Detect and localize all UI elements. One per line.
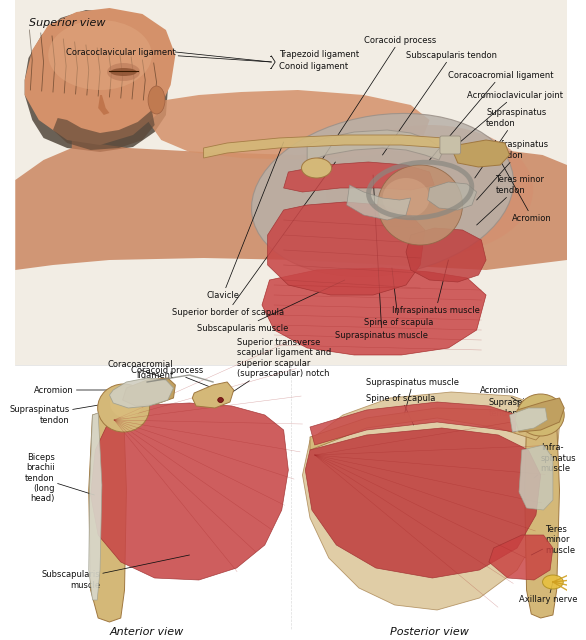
Text: Clavicle: Clavicle xyxy=(206,142,284,300)
Text: Infra-
spinatus
muscle: Infra- spinatus muscle xyxy=(534,443,576,478)
Polygon shape xyxy=(406,228,486,282)
Text: Supraspinatus
tendon: Supraspinatus tendon xyxy=(475,108,546,178)
Polygon shape xyxy=(347,185,411,220)
Polygon shape xyxy=(428,182,476,210)
Polygon shape xyxy=(510,408,547,432)
Text: Supraspinatus muscle: Supraspinatus muscle xyxy=(335,175,428,339)
Text: Acromion: Acromion xyxy=(479,385,541,415)
Ellipse shape xyxy=(218,397,223,403)
Text: Conoid ligament: Conoid ligament xyxy=(279,61,348,70)
Text: Supraspinatus muscle: Supraspinatus muscle xyxy=(366,378,459,415)
Polygon shape xyxy=(15,140,567,270)
Text: Biceps
brachii
tendon
(long
head): Biceps brachii tendon (long head) xyxy=(25,452,94,503)
Text: Coracoacromial ligament: Coracoacromial ligament xyxy=(430,70,554,160)
FancyBboxPatch shape xyxy=(15,0,567,365)
Polygon shape xyxy=(310,408,543,450)
Text: Supraspinatus
tendon: Supraspinatus tendon xyxy=(489,398,549,420)
Polygon shape xyxy=(25,10,168,152)
Polygon shape xyxy=(25,8,175,145)
Text: Supraspinatus
tendon: Supraspinatus tendon xyxy=(9,400,128,425)
Ellipse shape xyxy=(110,388,143,418)
Text: Subscapularis
muscle: Subscapularis muscle xyxy=(42,555,189,589)
Text: Spine of scapula: Spine of scapula xyxy=(366,394,436,425)
Text: Superior view: Superior view xyxy=(29,18,106,28)
Text: Subscapularis muscle: Subscapularis muscle xyxy=(197,280,345,333)
Polygon shape xyxy=(147,90,430,160)
Ellipse shape xyxy=(517,394,564,436)
Text: Teres
minor
muscle: Teres minor muscle xyxy=(532,525,575,555)
Ellipse shape xyxy=(110,68,137,76)
Text: Acromion: Acromion xyxy=(34,385,152,394)
Polygon shape xyxy=(122,378,175,406)
Text: Axillary nerve: Axillary nerve xyxy=(519,582,578,605)
Ellipse shape xyxy=(378,165,462,245)
Polygon shape xyxy=(453,140,510,167)
FancyBboxPatch shape xyxy=(440,136,461,154)
Text: Superior transverse
scapular ligament and
superior scapular
(suprascapular) notc: Superior transverse scapular ligament an… xyxy=(220,338,331,400)
Ellipse shape xyxy=(98,384,149,432)
Text: Superior border of scapula: Superior border of scapula xyxy=(172,162,335,317)
Polygon shape xyxy=(98,95,110,115)
Text: Coracoclavicular ligament: Coracoclavicular ligament xyxy=(66,47,271,62)
Ellipse shape xyxy=(543,575,563,589)
Polygon shape xyxy=(519,445,553,510)
Polygon shape xyxy=(284,162,434,192)
Polygon shape xyxy=(489,535,553,580)
Text: Coracoid process: Coracoid process xyxy=(131,365,218,390)
Text: Infraspinatus muscle: Infraspinatus muscle xyxy=(392,260,480,314)
Ellipse shape xyxy=(302,158,332,178)
Polygon shape xyxy=(88,413,102,600)
Polygon shape xyxy=(302,392,560,610)
Text: Anterior view: Anterior view xyxy=(110,627,184,637)
Text: Acromion: Acromion xyxy=(496,152,552,223)
Polygon shape xyxy=(305,428,541,578)
Text: Infraspinatus
tendon: Infraspinatus tendon xyxy=(476,140,548,200)
Text: Subscapularis tendon: Subscapularis tendon xyxy=(383,51,497,155)
Polygon shape xyxy=(203,135,444,158)
Polygon shape xyxy=(192,382,234,408)
Text: Trapezoid ligament: Trapezoid ligament xyxy=(279,49,359,58)
FancyBboxPatch shape xyxy=(15,365,567,640)
Text: Coracoid process: Coracoid process xyxy=(316,35,436,168)
Text: Coracoacromial
ligament: Coracoacromial ligament xyxy=(108,360,173,380)
Ellipse shape xyxy=(326,125,533,255)
Ellipse shape xyxy=(251,113,513,276)
Polygon shape xyxy=(91,403,288,580)
Polygon shape xyxy=(268,202,425,295)
Polygon shape xyxy=(262,268,486,355)
Text: Acromioclavicular joint: Acromioclavicular joint xyxy=(453,90,563,148)
Polygon shape xyxy=(524,418,560,618)
Polygon shape xyxy=(307,130,444,162)
Ellipse shape xyxy=(148,86,165,114)
Ellipse shape xyxy=(383,178,430,218)
Text: Teres minor
tendon: Teres minor tendon xyxy=(476,175,544,225)
Ellipse shape xyxy=(107,63,140,81)
Text: Posterior view: Posterior view xyxy=(390,627,469,637)
Polygon shape xyxy=(310,402,517,445)
Text: Spine of scapula: Spine of scapula xyxy=(364,268,433,326)
Polygon shape xyxy=(515,398,564,432)
Polygon shape xyxy=(110,378,173,408)
Polygon shape xyxy=(53,110,155,150)
Polygon shape xyxy=(88,410,127,622)
Ellipse shape xyxy=(48,20,152,90)
